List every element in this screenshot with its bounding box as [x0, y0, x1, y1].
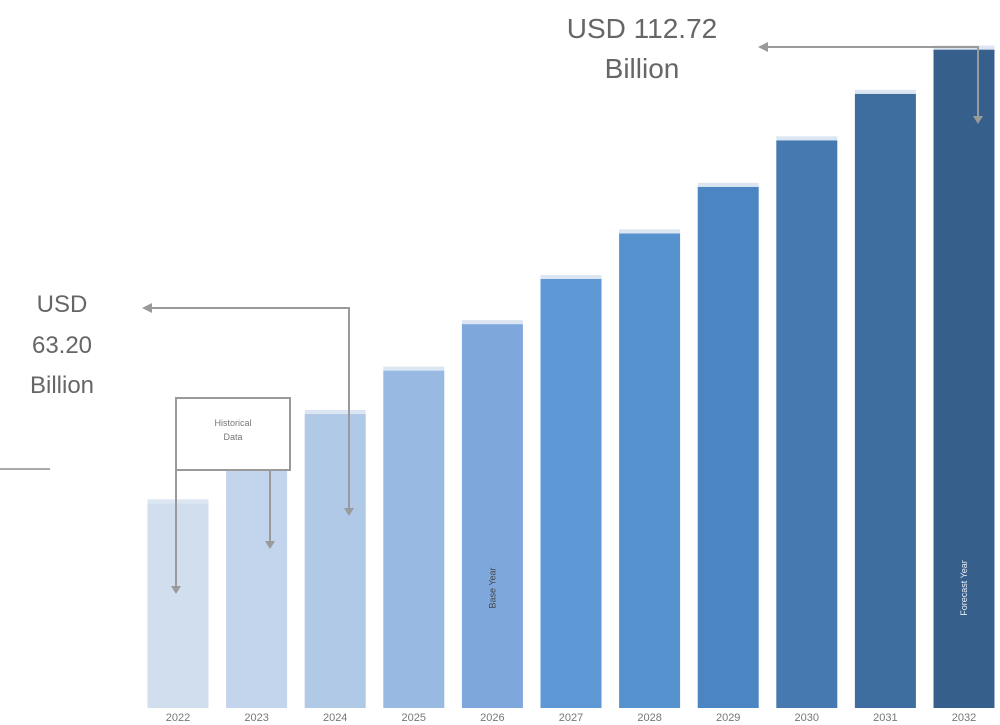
- start-value-line2: 63.20: [32, 332, 92, 359]
- start-value-line1: USD: [37, 291, 88, 318]
- x-tick-label-2025: 2025: [402, 712, 426, 724]
- historical-data-line2: Data: [223, 432, 242, 442]
- end-value-left-arrowhead-icon: [758, 42, 768, 52]
- x-tick-label-2027: 2027: [559, 712, 583, 724]
- start-value-down-arrowhead-icon: [344, 508, 354, 516]
- x-tick-label-2030: 2030: [795, 712, 819, 724]
- bar-2027: [540, 279, 602, 708]
- end-value-line1: USD 112.72: [567, 13, 717, 44]
- x-tick-label-2032: 2032: [952, 712, 976, 724]
- bar-2031: [854, 93, 916, 709]
- x-tick-label-2029: 2029: [716, 712, 740, 724]
- bar-cap-2027: [540, 275, 602, 279]
- bar-cap-2024: [304, 409, 366, 414]
- bars-group: [147, 45, 995, 709]
- bar-2025: [383, 370, 445, 708]
- x-tick-label-2023: 2023: [244, 712, 268, 724]
- bar-2022: [147, 503, 209, 708]
- x-tick-label-2031: 2031: [873, 712, 897, 724]
- x-tick-label-2022: 2022: [166, 712, 190, 724]
- base-year-label: Base Year: [487, 567, 497, 608]
- bar-2032: [933, 49, 995, 709]
- historical-data-annotation: Historical Data: [171, 397, 291, 594]
- start-value-line3: Billion: [30, 372, 94, 399]
- historical-data-box: [175, 397, 291, 471]
- bar-cap-2029: [697, 182, 759, 187]
- end-value-line2: Billion: [605, 53, 680, 84]
- end-value-down-arrowhead-icon: [973, 116, 983, 124]
- bar-2029: [697, 186, 759, 709]
- historical-data-line1: Historical: [214, 418, 251, 428]
- tick-labels-group: 2022 2023 2024 2025 2026 2027 2028 2029 2030 2031…: [166, 712, 976, 724]
- start-value-annotation: USD 63.20 Billion: [30, 291, 354, 516]
- bar-cap-2026: [461, 320, 523, 325]
- historical-right-arrowhead-icon: [265, 541, 275, 549]
- bar-2024: [304, 413, 366, 708]
- bar-2028: [619, 233, 681, 708]
- bar-cap-2022: [147, 499, 209, 504]
- end-value-annotation: USD 112.72 Billion: [567, 13, 983, 124]
- bar-cap-2025: [383, 366, 445, 371]
- bar-2030: [776, 140, 838, 709]
- x-tick-label-2028: 2028: [637, 712, 661, 724]
- end-value-leader-line: [766, 46, 979, 118]
- historical-left-arrowhead-icon: [171, 586, 181, 594]
- start-value-left-arrowhead-icon: [142, 303, 152, 313]
- start-value-leader-line: [150, 307, 350, 510]
- x-tick-label-2026: 2026: [480, 712, 504, 724]
- bar-2026: [461, 324, 523, 708]
- bar-cap-2031: [854, 89, 916, 94]
- bar-cap-2028: [619, 229, 681, 234]
- bar-cap-2030: [776, 136, 838, 141]
- bar-2023: [226, 459, 288, 708]
- forecast-year-label: Forecast Year: [959, 560, 969, 616]
- x-tick-label-2024: 2024: [323, 712, 347, 724]
